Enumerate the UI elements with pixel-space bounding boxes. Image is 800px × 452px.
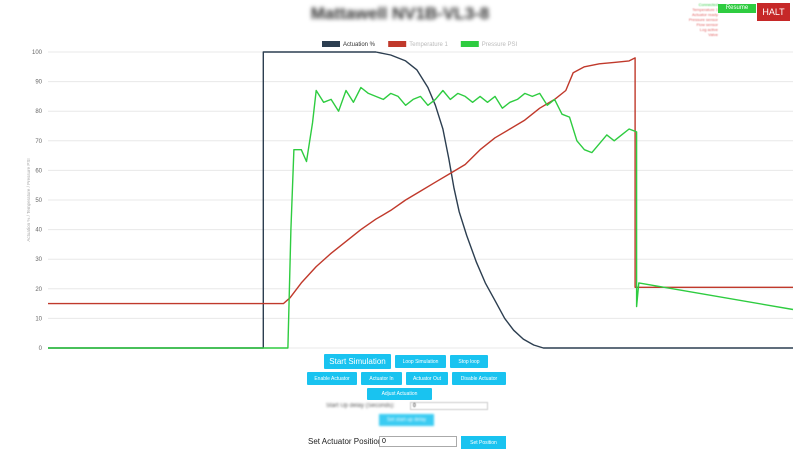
- status-line: Log active: [699, 27, 718, 32]
- page-title: Mattawell NV1B-VL3-8: [310, 4, 490, 23]
- y-tick-label: 100: [32, 50, 43, 56]
- y-tick-label: 10: [35, 316, 42, 322]
- status-line: Actuator ready: [691, 12, 718, 17]
- y-tick-label: 50: [35, 198, 42, 204]
- legend-label: Actuation %: [343, 42, 376, 48]
- y-tick-label: 80: [35, 109, 42, 115]
- status-line: Flow sensor: [696, 22, 718, 27]
- legend-swatch: [322, 41, 340, 47]
- set-position-button[interactable]: Set Position: [461, 436, 506, 449]
- y-tick-label: 40: [35, 228, 42, 234]
- actuator-out-button[interactable]: Actuator Out: [406, 372, 448, 385]
- y-tick-label: 20: [35, 287, 42, 293]
- status-list: Connected Temperature 1 Actuator ready P…: [672, 2, 718, 37]
- enable-actuator-button[interactable]: Enable Actuator: [307, 372, 357, 385]
- status-line: Pressure sensor: [688, 17, 718, 22]
- actuator-position-label: Set Actuator Position:: [308, 437, 385, 446]
- resume-button[interactable]: Resume: [718, 4, 756, 13]
- legend-label: Pressure PSI: [482, 42, 518, 48]
- halt-button[interactable]: HALT: [757, 3, 790, 21]
- startup-delay-label: Start Up delay (Seconds):: [326, 403, 395, 409]
- y-tick-label: 60: [35, 168, 42, 174]
- loop-simulation-button[interactable]: Loop Simulation: [395, 355, 446, 368]
- set-delay-button[interactable]: Set start-up delay: [379, 414, 434, 426]
- series-line-temperature-1: [48, 57, 793, 305]
- y-tick-label: 70: [35, 139, 42, 145]
- y-tick-label: 30: [35, 257, 42, 263]
- disable-actuator-button[interactable]: Disable Actuator: [452, 372, 506, 385]
- status-line: Connected: [698, 2, 718, 7]
- y-tick-label: 0: [39, 346, 43, 352]
- legend-label: Temperature 1: [409, 42, 448, 48]
- status-line: Temperature 1: [692, 7, 718, 12]
- series-line-actuation-: [48, 51, 793, 349]
- line-chart: 0 10 20 30 40 50 60 70 80 90 100 Actuation % / Temp…: [26, 41, 794, 352]
- y-axis-label: Actuation % / Temperature / Pressure PSI: [26, 158, 31, 241]
- series-line-pressure-psi: [48, 86, 794, 349]
- adjust-actuation-button[interactable]: Adjust Actuation: [367, 388, 432, 400]
- start-simulation-button[interactable]: Start Simulation: [324, 354, 391, 369]
- actuator-position-input[interactable]: [379, 436, 457, 447]
- legend-swatch: [460, 41, 479, 47]
- y-tick-label: 90: [35, 80, 42, 86]
- stop-loop-button[interactable]: Stop loop: [450, 355, 488, 368]
- status-line: Valve: [708, 32, 718, 37]
- actuator-in-button[interactable]: Actuator In: [361, 372, 402, 385]
- legend-swatch: [388, 41, 407, 47]
- startup-delay-input[interactable]: [410, 402, 488, 410]
